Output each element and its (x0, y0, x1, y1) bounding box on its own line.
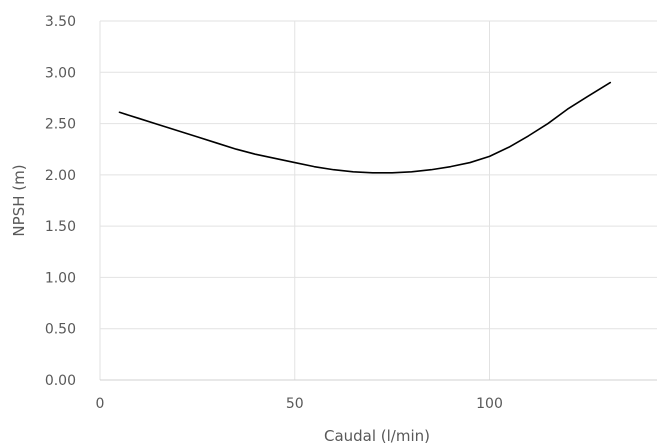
x-tick-label: 0 (96, 396, 105, 412)
y-tick-label: 2.00 (45, 168, 76, 184)
x-tick-label: 100 (476, 396, 503, 412)
grid (99, 20, 657, 380)
x-tick-label: 50 (286, 396, 304, 412)
npsh-series-line (118, 81, 612, 174)
y-tick-label: 2.50 (45, 117, 76, 133)
y-tick-label: 3.00 (45, 65, 76, 81)
y-tick-label: 3.50 (45, 14, 76, 30)
x-axis-ticks: 0 50 100 (96, 396, 503, 412)
x-axis-title: Caudal (l/min) (324, 427, 430, 445)
y-axis-title: NPSH (m) (10, 164, 28, 236)
y-tick-label: 1.00 (45, 270, 76, 286)
y-axis-ticks: 0.00 0.50 1.00 1.50 2.00 2.50 3.00 3.50 (45, 14, 76, 389)
y-tick-label: 0.00 (45, 373, 76, 389)
y-tick-label: 0.50 (45, 322, 76, 338)
y-tick-label: 1.50 (45, 219, 76, 235)
